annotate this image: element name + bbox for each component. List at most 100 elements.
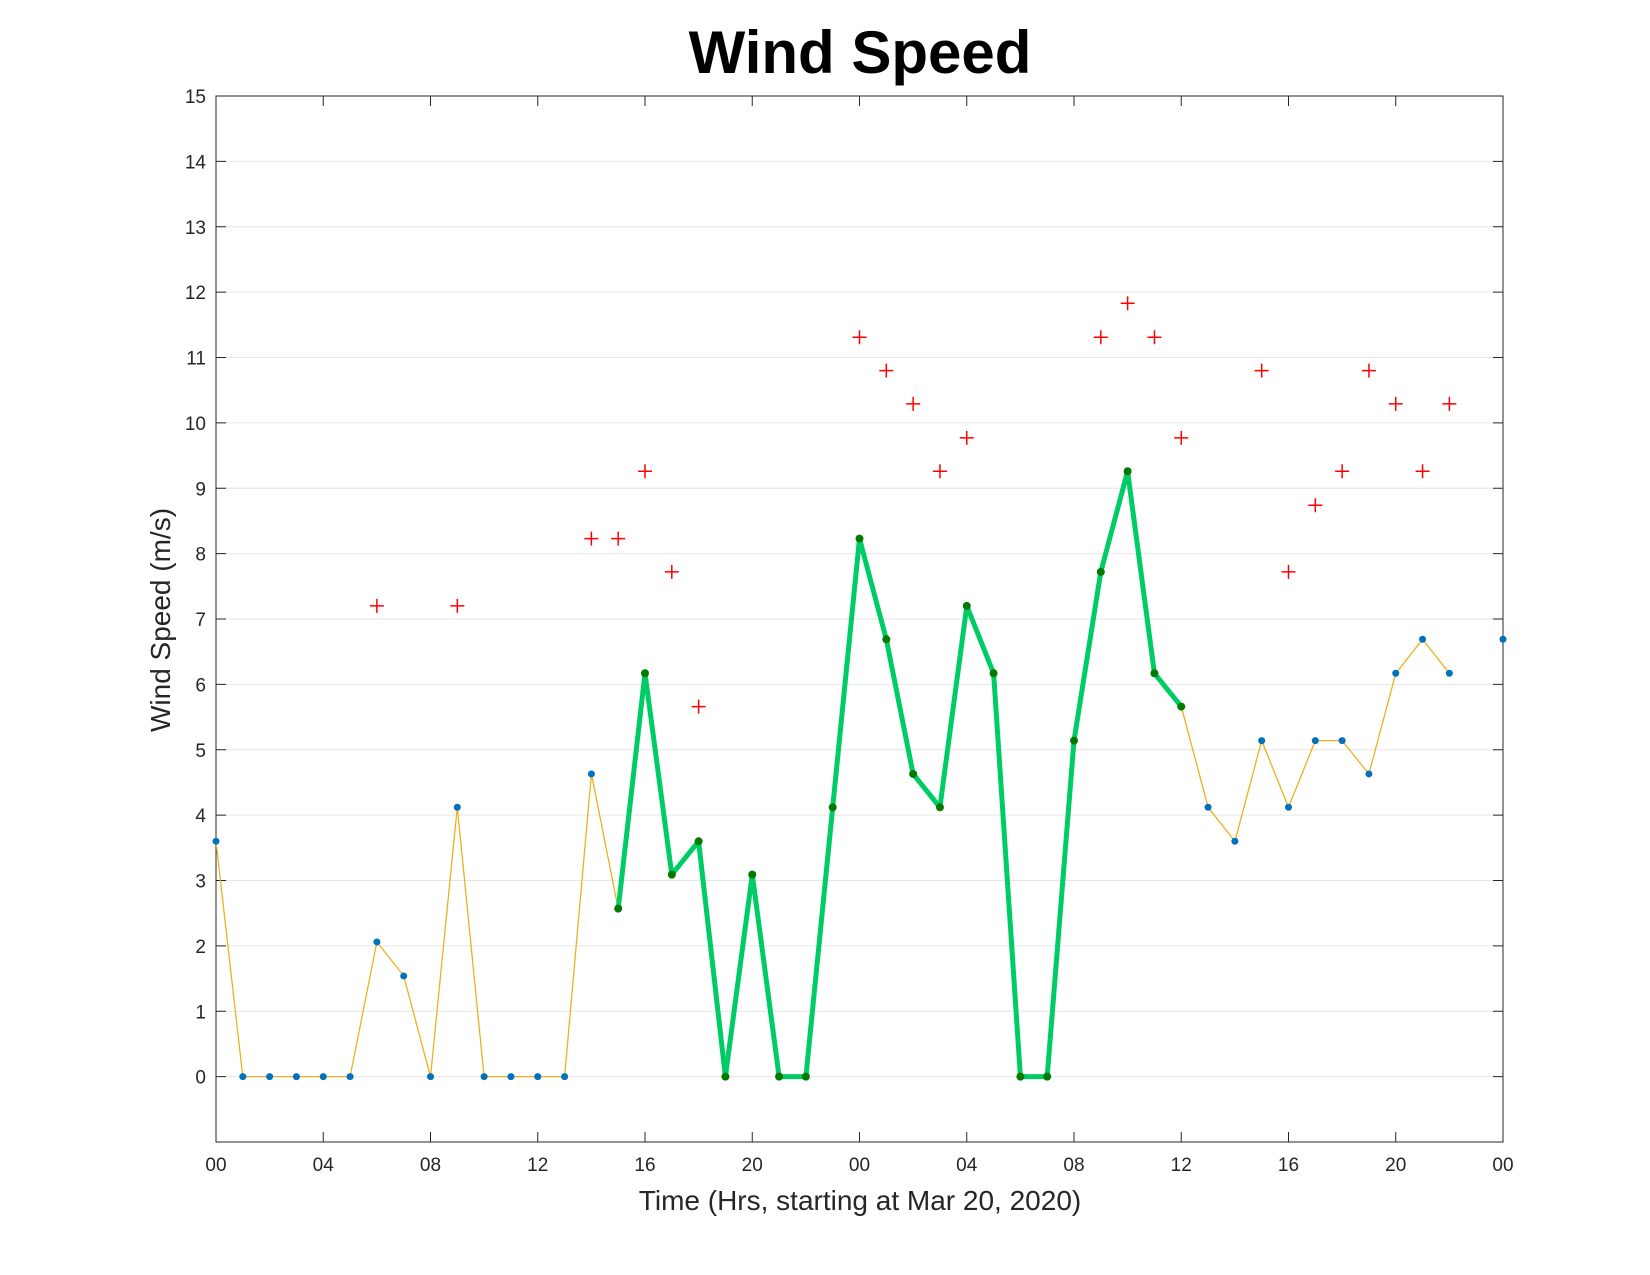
data-point [561,1073,569,1081]
x-tick-label: 12 [1171,1155,1192,1176]
highlight-point [935,803,944,812]
x-tick-label: 20 [742,1155,763,1176]
gust-marker [369,598,384,613]
gust-marker [1147,330,1162,345]
gust-marker [1361,363,1376,378]
x-tick-label: 16 [634,1155,655,1176]
highlight-point [1070,736,1078,745]
gust-marker [1335,464,1350,479]
data-point [507,1073,515,1081]
x-tick-label: 16 [1278,1155,1299,1176]
data-point [1365,770,1373,778]
x-tick-label: 00 [849,1155,870,1176]
highlight-point [909,769,918,778]
highlight-point [694,837,703,846]
y-tick-label: 1 [195,1002,206,1023]
x-axis-label: Time (Hrs, starting at Mar 20, 2020) [639,1185,1081,1216]
x-tick-label: 08 [1063,1155,1084,1176]
y-tick-label: 15 [185,87,206,108]
highlight-point [1016,1072,1025,1081]
highlight-point [748,870,757,879]
data-point [453,803,461,811]
y-tick-label: 2 [195,937,206,958]
y-tick-label: 6 [195,675,206,696]
chart-title: Wind Speed [689,19,1032,86]
data-point [400,972,408,980]
series-line-highlight [615,468,1184,1080]
x-tick-label: 00 [205,1155,226,1176]
highlight-point [855,534,864,543]
gust-marker [1415,464,1430,479]
highlight-point [614,904,623,913]
gust-marker [906,396,921,411]
gust-marker [852,330,867,345]
highlight-point [882,635,891,644]
highlight-point [775,1072,784,1081]
data-point [1311,737,1319,745]
x-tick-label: 20 [1385,1155,1406,1176]
series-line-wind-speed [215,471,1450,1078]
highlight-point [667,870,676,879]
highlight-point [962,601,971,610]
data-point [373,938,381,946]
gust-marker [664,564,679,579]
data-point [1392,669,1400,677]
data-point [212,837,220,845]
gust-marker [1174,430,1189,445]
data-point [1258,737,1266,745]
highlight-point [721,1072,730,1081]
x-tick-label: 04 [313,1155,335,1176]
data-point [1499,635,1507,643]
gust-marker [959,430,974,445]
highlight-point [828,803,837,812]
gust-marker [1093,330,1108,345]
y-tick-label: 4 [195,806,206,827]
data-series [212,296,1507,1081]
data-point [1231,837,1239,845]
highlight-point [1150,669,1159,678]
data-point [427,1073,434,1081]
gust-marker [1308,498,1323,513]
gust-marker [450,598,465,613]
highlight-point [1177,702,1186,711]
data-point [239,1073,247,1081]
x-tick-label: 04 [956,1155,978,1176]
x-tick-label: 12 [527,1155,548,1176]
highlight-point [1096,567,1105,576]
gust-marker [879,363,894,378]
highlight-point [1123,467,1132,476]
y-tick-label: 12 [185,283,206,304]
y-tick-label: 8 [195,545,206,566]
data-point [1419,635,1427,643]
gust-marker [932,464,947,479]
data-point [319,1073,327,1081]
gust-marker [1120,296,1135,311]
y-tick-label: 9 [195,479,206,500]
y-tick-label: 3 [195,872,206,893]
highlight-point [1043,1072,1052,1081]
x-tick-label: 08 [420,1155,441,1176]
y-tick-label: 13 [185,218,206,239]
data-point [266,1073,274,1081]
data-point [1204,803,1212,811]
data-point [346,1073,354,1081]
highlight-point [641,669,649,678]
highlight-point [989,669,998,678]
y-tick-label: 14 [185,152,207,173]
gust-marker [1254,363,1269,378]
y-tick-label: 7 [195,610,206,631]
data-point [587,770,595,778]
data-point [1445,669,1453,677]
y-axis-label: Wind Speed (m/s) [145,508,176,732]
gridlines [216,95,1503,1078]
gust-marker [691,699,706,714]
gust-marker [638,464,652,479]
data-point [1338,737,1346,745]
gust-marker [611,531,626,546]
data-point [534,1073,542,1081]
y-tick-label: 0 [195,1068,206,1089]
data-point [480,1073,488,1081]
y-tick-label: 5 [195,741,206,762]
